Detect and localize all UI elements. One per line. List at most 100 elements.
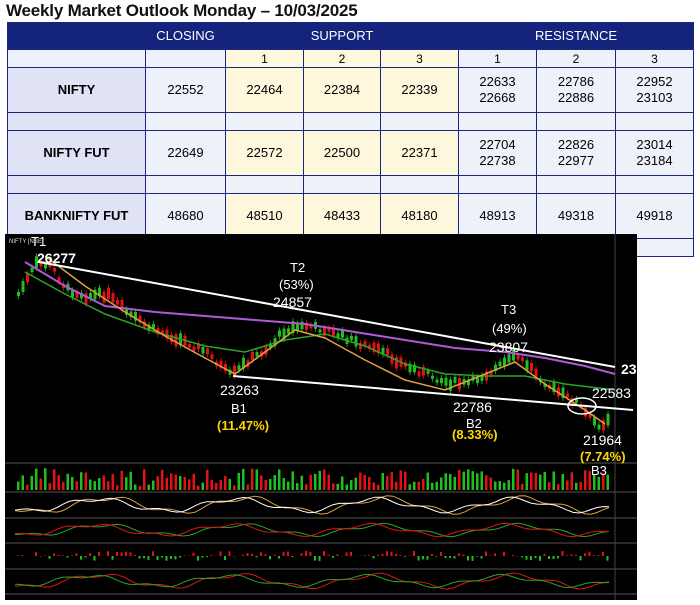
volume-bar: [112, 474, 115, 490]
volume-bar: [598, 477, 601, 490]
histogram-bar: [395, 554, 397, 556]
volume-bar: [328, 475, 331, 490]
volume-bar: [548, 482, 551, 490]
histogram-bar: [305, 551, 307, 556]
candle: [517, 355, 520, 359]
volume-bar: [94, 481, 97, 490]
spacer-cell: [226, 176, 304, 194]
histogram-bar: [287, 552, 289, 556]
volume-bar: [139, 486, 142, 490]
histogram-bar: [139, 556, 141, 559]
histogram-bar: [418, 556, 420, 560]
histogram-bar: [332, 556, 334, 558]
oscillator-line: [15, 523, 609, 536]
b1-pct: (11.47%): [217, 418, 269, 433]
volume-bar: [31, 476, 34, 490]
candle: [566, 393, 569, 397]
b2-pct: (8.33%): [452, 427, 498, 442]
volume-bar: [395, 482, 398, 490]
support-level-3: 3: [381, 50, 459, 68]
histogram-bar: [431, 554, 433, 556]
volume-bar: [494, 481, 497, 490]
level-label: 22583: [592, 385, 631, 401]
histogram-bar: [76, 553, 78, 556]
volume-bar: [256, 469, 259, 490]
volume-bar: [436, 482, 439, 490]
volume-bar: [310, 475, 313, 490]
histogram-bar: [476, 556, 478, 557]
histogram-bar: [535, 556, 537, 558]
volume-bar: [503, 483, 506, 490]
histogram-bar: [161, 556, 163, 558]
histogram-bar: [134, 555, 136, 556]
histogram-bar: [440, 552, 442, 556]
volume-bar: [67, 474, 70, 490]
histogram-bar: [184, 555, 186, 556]
candle: [107, 288, 110, 299]
sub-blank: [146, 50, 226, 68]
resistance-value: 22977: [537, 153, 615, 169]
t2-label: T2: [290, 260, 305, 275]
level-number-row: 1 2 3 1 2 3: [8, 50, 694, 68]
volume-bar: [341, 476, 344, 490]
spacer-cell: [459, 176, 537, 194]
histogram-bar: [143, 556, 145, 558]
histogram-bar: [274, 555, 276, 556]
support-level-1: 1: [226, 50, 304, 68]
histogram-bar: [593, 555, 595, 556]
candle: [319, 329, 322, 332]
volume-bar: [229, 479, 232, 490]
histogram-bar: [409, 555, 411, 556]
volume-bar: [454, 477, 457, 490]
volume-bar: [211, 480, 214, 490]
volume-bar: [301, 476, 304, 490]
lower-trendline: [233, 376, 633, 410]
histogram-bar: [278, 556, 280, 559]
volume-bar: [580, 482, 583, 490]
volume-bar: [490, 478, 493, 490]
volume-bar: [332, 483, 335, 490]
resistance-value: 22668: [459, 90, 536, 106]
volume-bar: [49, 483, 52, 490]
histogram-bar: [17, 555, 19, 556]
volume-bar: [292, 471, 295, 490]
spacer-cell: [616, 113, 694, 131]
b1-label: B1: [231, 401, 247, 416]
header-support: SUPPORT: [226, 23, 459, 50]
histogram-bar: [584, 553, 586, 556]
volume-bar: [166, 478, 169, 490]
volume-bar: [449, 474, 452, 490]
row-name: NIFTY: [8, 68, 146, 113]
histogram-bar: [400, 555, 402, 556]
candle: [508, 354, 511, 362]
volume-bar: [76, 481, 79, 490]
support-value: 48433: [304, 194, 381, 239]
volume-bar: [116, 485, 119, 490]
histogram-bar: [121, 552, 123, 556]
histogram-bar: [179, 556, 181, 558]
volume-bar: [535, 473, 538, 490]
oscillator-line: [15, 497, 609, 513]
volume-bar: [71, 477, 74, 490]
histogram-bar: [49, 556, 51, 559]
histogram-bar: [197, 556, 199, 561]
indicator-panels: [15, 468, 609, 589]
support-value: 22500: [304, 131, 381, 176]
spacer-row: [8, 113, 694, 131]
histogram-bar: [553, 556, 555, 559]
volume-bar: [278, 469, 281, 490]
histogram-bar: [44, 555, 46, 556]
resistance-value: 48913: [459, 194, 537, 239]
volume-bar: [400, 470, 403, 490]
volume-bar: [409, 484, 412, 490]
candle: [71, 290, 74, 297]
resistance-value: 22738: [459, 153, 536, 169]
volume-bar: [499, 481, 502, 490]
volume-bar: [508, 480, 511, 490]
volume-bar: [152, 481, 155, 490]
volume-bar: [512, 469, 515, 490]
candle: [431, 376, 434, 379]
volume-bar: [283, 478, 286, 490]
